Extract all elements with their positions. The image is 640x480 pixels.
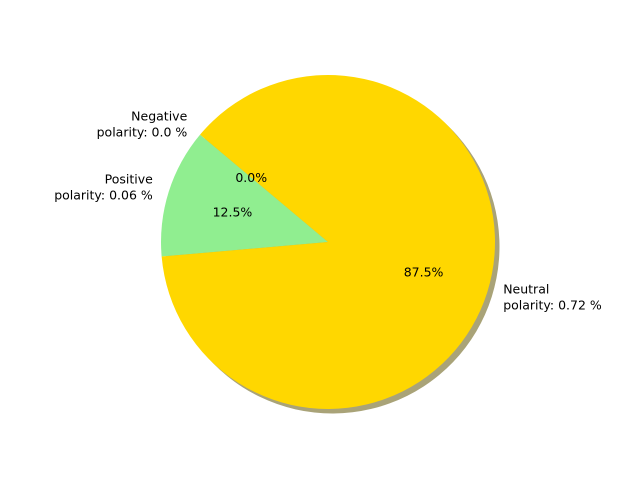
- pie-category-label-line: Positive: [105, 171, 153, 186]
- pie-category-label-line: polarity: 0.06 %: [54, 187, 153, 202]
- pie-pct-label-negative: 0.0%: [235, 170, 267, 185]
- pie-category-label-line: polarity: 0.0 %: [97, 124, 188, 139]
- pie-category-label-line: Neutral: [503, 282, 549, 297]
- pie-pct-label-positive: 12.5%: [213, 204, 253, 219]
- pie-slices: [161, 74, 495, 409]
- pie-category-label-positive: Positive polarity: 0.06 %: [54, 171, 153, 202]
- pie-category-label-negative: Negative polarity: 0.0 %: [97, 108, 188, 139]
- pie-pct-label-neutral: 87.5%: [404, 265, 444, 280]
- pie-slice-neutral: [161, 74, 495, 409]
- pie-category-label-neutral: Neutral polarity: 0.72 %: [503, 282, 602, 313]
- pie-category-label-line: polarity: 0.72 %: [503, 298, 602, 313]
- pie-category-label-line: Negative: [131, 108, 187, 123]
- pie-slice-positive: [161, 134, 328, 257]
- pie-labels: 0.0% Negative polarity: 0.0 % 12.5% Positive…: [54, 108, 602, 312]
